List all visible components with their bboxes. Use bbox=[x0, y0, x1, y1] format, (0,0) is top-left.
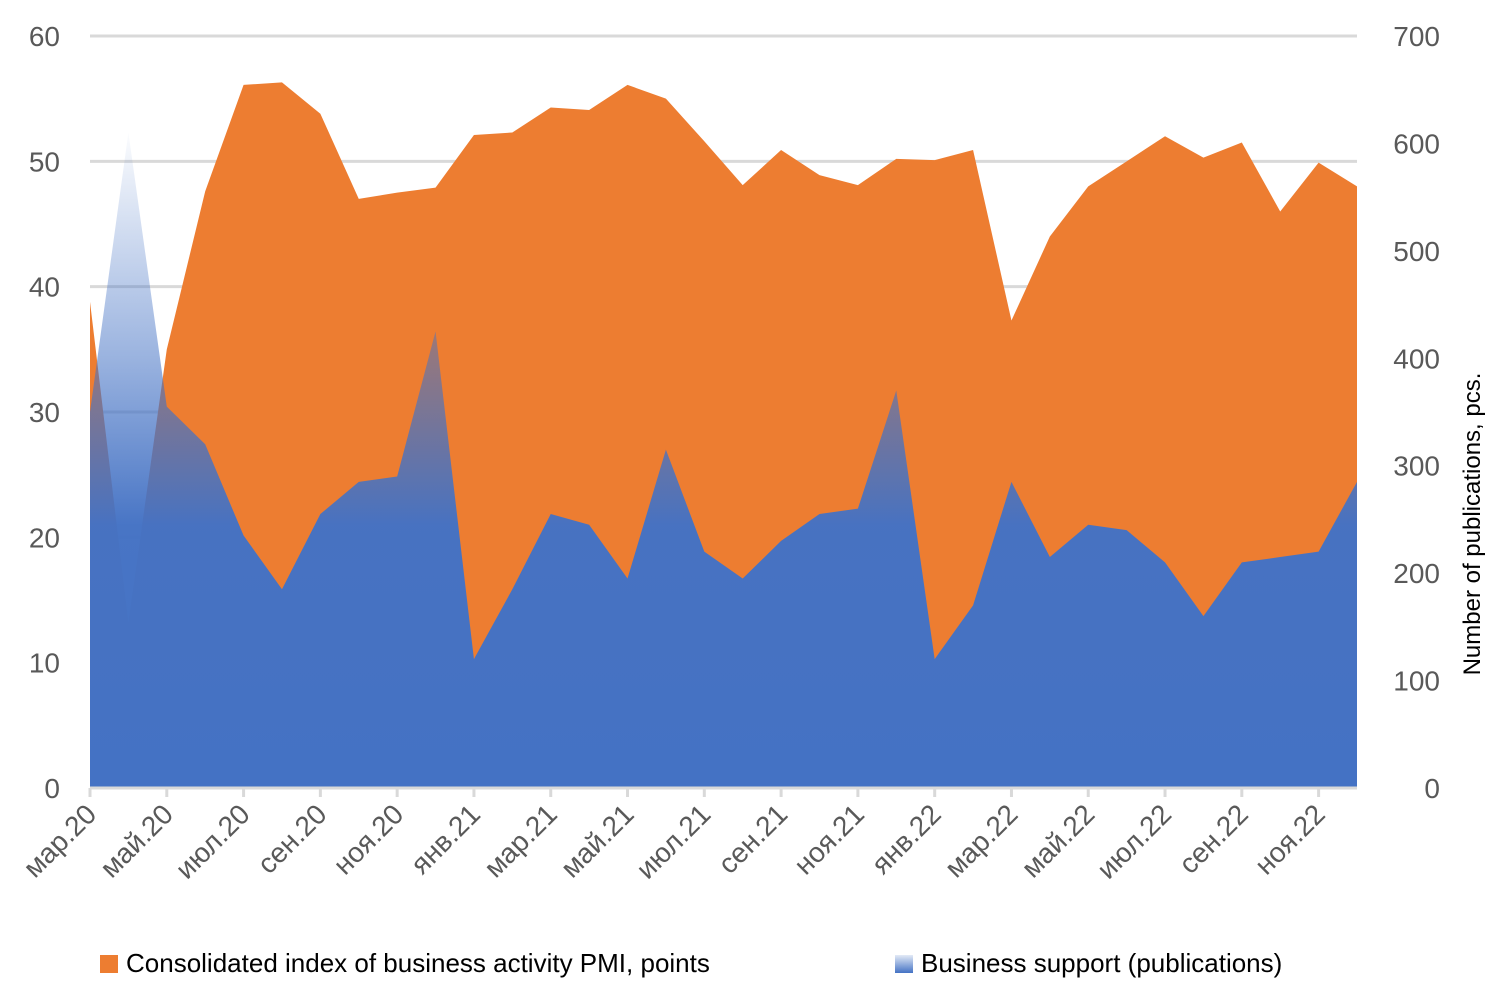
x-tick-label: сен.22 bbox=[1173, 798, 1254, 879]
legend-label-business-support: Business support (publications) bbox=[921, 948, 1283, 978]
x-tick-label: ноя.21 bbox=[788, 798, 870, 880]
x-tick-label: мар.21 bbox=[478, 798, 563, 883]
left-y-tick-label: 50 bbox=[29, 146, 60, 177]
x-axis: мар.20май.20июл.20сен.20ноя.20янв.21мар.… bbox=[17, 788, 1331, 885]
x-tick-label: мар.20 bbox=[17, 798, 102, 883]
legend: Consolidated index of business activity … bbox=[0, 948, 1497, 984]
x-tick-label: сен.20 bbox=[251, 798, 332, 879]
right-y-tick-label: 700 bbox=[1393, 21, 1440, 52]
right-y-axis: 0 100 200 300 400 500 600 700 bbox=[1393, 21, 1440, 804]
left-y-tick-label: 40 bbox=[29, 272, 60, 303]
right-y-tick-label: 0 bbox=[1424, 773, 1440, 804]
right-y-tick-label: 500 bbox=[1393, 236, 1440, 267]
legend-item-business-support: Business support (publications) bbox=[895, 948, 1282, 979]
chart: 0 10 20 30 40 50 60 0 100 200 300 400 500 600 700 мар… bbox=[17, 21, 1486, 885]
x-tick-label: мар.22 bbox=[939, 798, 1024, 883]
x-tick-label: май.21 bbox=[555, 798, 640, 883]
x-tick-label: ноя.22 bbox=[1249, 798, 1331, 880]
right-y-tick-label: 400 bbox=[1393, 343, 1440, 374]
x-tick-label: июл.20 bbox=[169, 798, 255, 884]
series-area-business-support bbox=[90, 132, 1357, 788]
legend-label-pmi: Consolidated index of business activity … bbox=[126, 948, 710, 978]
legend-item-pmi: Consolidated index of business activity … bbox=[100, 948, 710, 979]
right-y-tick-label: 200 bbox=[1393, 558, 1440, 589]
x-tick-label: июл.21 bbox=[630, 798, 716, 884]
right-y-tick-label: 100 bbox=[1393, 666, 1440, 697]
x-tick-label: янв.22 bbox=[865, 798, 947, 880]
x-tick-label: май.20 bbox=[94, 798, 179, 883]
legend-swatch-pmi bbox=[100, 954, 118, 973]
right-y-tick-label: 300 bbox=[1393, 451, 1440, 482]
x-tick-label: сен.21 bbox=[712, 798, 793, 879]
x-tick-label: май.22 bbox=[1015, 798, 1100, 883]
left-y-axis: 0 10 20 30 40 50 60 bbox=[29, 21, 60, 804]
x-tick-label: июл.22 bbox=[1091, 798, 1177, 884]
left-y-tick-label: 0 bbox=[44, 773, 60, 804]
left-y-tick-label: 20 bbox=[29, 522, 60, 553]
left-y-tick-label: 60 bbox=[29, 21, 60, 52]
left-y-tick-label: 10 bbox=[29, 648, 60, 679]
x-tick-label: янв.21 bbox=[405, 798, 487, 880]
legend-swatch-business-support bbox=[895, 954, 913, 973]
right-y-tick-label: 600 bbox=[1393, 128, 1440, 159]
right-axis-title: Number of publications, pcs. bbox=[1459, 373, 1486, 676]
left-y-tick-label: 30 bbox=[29, 397, 60, 428]
x-tick-label: ноя.20 bbox=[327, 798, 409, 880]
plot-area bbox=[90, 82, 1357, 788]
